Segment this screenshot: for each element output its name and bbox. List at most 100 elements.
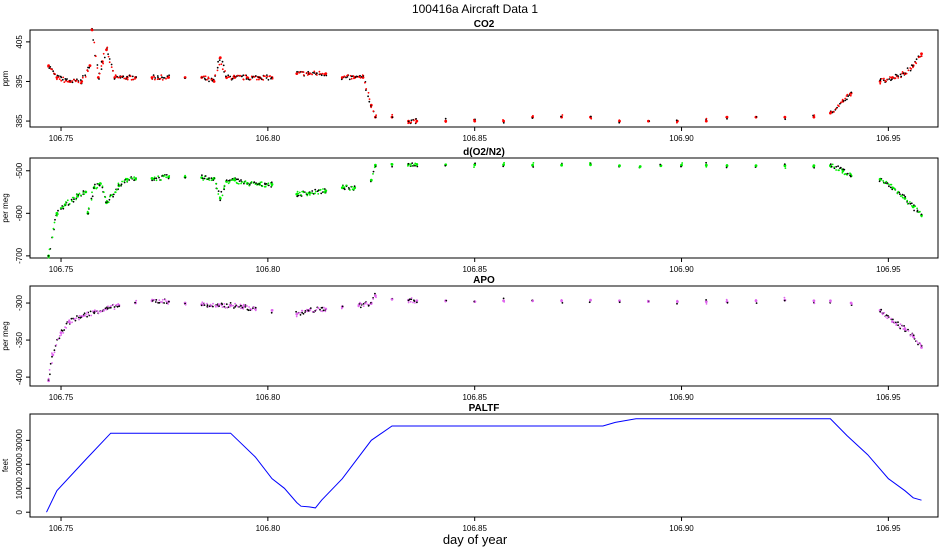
data-point: [250, 308, 253, 311]
data-point: [896, 192, 899, 195]
data-point: [901, 72, 903, 75]
panel-o2n2: d(O2/N2) per meg 106.75 106.80 106.85 106.90 1…: [1, 147, 939, 274]
data-point: [104, 196, 107, 199]
data-point: [880, 308, 883, 311]
data-point: [96, 186, 99, 189]
data-point: [227, 74, 230, 77]
data-point: [352, 75, 355, 77]
data-point: [52, 227, 55, 230]
data-point: [100, 310, 103, 313]
data-point: [271, 309, 274, 311]
data-point: [154, 77, 157, 79]
data-point: [80, 194, 82, 197]
data-point: [915, 340, 918, 343]
data-point: [353, 77, 355, 80]
data-point: [301, 190, 304, 193]
data-point: [914, 205, 917, 208]
data-point: [812, 299, 816, 303]
data-point: [680, 165, 682, 168]
data-point: [69, 81, 72, 83]
x-tick-label: 106.80: [256, 134, 281, 143]
data-point: [891, 320, 894, 323]
data-point: [84, 315, 87, 317]
data-point: [114, 191, 117, 194]
data-point: [113, 306, 116, 308]
data-point: [161, 298, 164, 301]
data-point: [108, 307, 110, 309]
data-point: [154, 301, 157, 303]
data-point: [364, 302, 366, 305]
data-point: [638, 166, 641, 169]
data-point: [90, 28, 93, 30]
data-point: [51, 353, 55, 357]
data-point: [891, 188, 894, 191]
data-point: [647, 120, 650, 123]
data-point: [166, 76, 169, 79]
data-point: [245, 78, 248, 80]
data-point: [705, 117, 708, 120]
data-point: [838, 105, 840, 108]
data-point: [135, 177, 138, 180]
data-point: [725, 116, 728, 118]
data-point: [356, 75, 359, 78]
data-point: [340, 78, 343, 81]
data-point: [109, 195, 111, 198]
data-point: [296, 72, 299, 75]
data-point: [77, 80, 80, 82]
data-point: [343, 75, 346, 78]
data-point: [409, 300, 412, 303]
data-point: [353, 186, 357, 190]
data-point: [240, 307, 242, 310]
data-point: [895, 75, 898, 78]
data-point: [319, 188, 322, 191]
data-point: [210, 305, 213, 308]
data-point: [92, 310, 94, 313]
data-point: [122, 75, 125, 78]
data-point: [91, 191, 93, 194]
data-point: [216, 66, 219, 69]
data-point: [61, 330, 64, 332]
data-point: [372, 173, 374, 175]
data-point: [250, 181, 253, 183]
data-point: [227, 306, 230, 308]
data-point: [223, 184, 226, 187]
data-point: [97, 76, 100, 79]
data-point: [270, 185, 273, 187]
data-point: [340, 186, 344, 190]
data-point: [894, 188, 896, 191]
data-point: [324, 192, 326, 194]
data-point: [56, 74, 59, 77]
data-point: [887, 315, 889, 317]
data-point: [835, 165, 838, 168]
data-point: [915, 62, 918, 65]
data-point: [407, 120, 410, 123]
data-point: [64, 203, 67, 206]
data-point: [899, 193, 901, 196]
data-point: [115, 304, 118, 306]
data-point: [160, 74, 163, 76]
data-point: [783, 299, 786, 302]
data-point: [531, 163, 534, 167]
x-tick-label: 106.75: [49, 393, 74, 402]
data-point: [367, 95, 369, 98]
data-point: [221, 68, 224, 71]
data-point: [57, 76, 60, 79]
data-point: [158, 301, 161, 304]
data-point: [225, 303, 228, 306]
data-point: [903, 326, 906, 329]
data-point: [240, 182, 243, 185]
data-point: [298, 191, 301, 194]
data-point: [242, 307, 245, 310]
data-point: [102, 62, 104, 65]
data-point: [316, 72, 318, 75]
data-point: [881, 313, 884, 316]
data-point: [220, 63, 223, 66]
data-point: [167, 303, 170, 305]
data-point: [833, 166, 835, 169]
data-point: [72, 196, 75, 199]
data-point: [246, 305, 248, 307]
data-point: [237, 178, 240, 181]
data-point: [258, 76, 260, 79]
data-point: [474, 162, 476, 165]
